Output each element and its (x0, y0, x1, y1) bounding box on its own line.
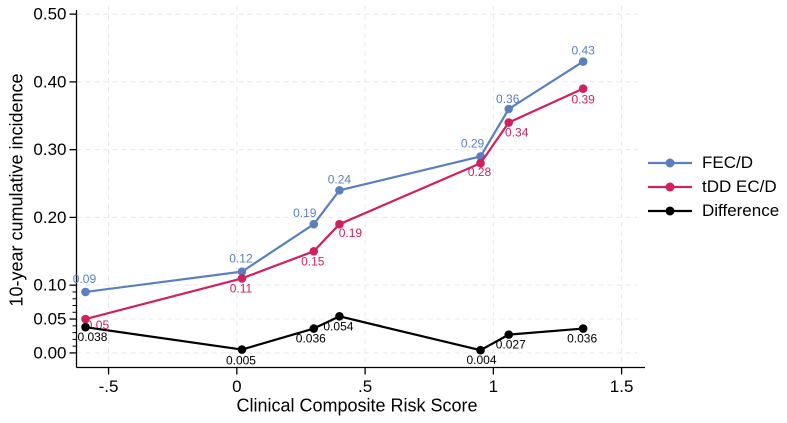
y-tick-label: 0.40 (33, 72, 66, 91)
data-point-fec-d (237, 267, 247, 276)
data-point-tdd-ec-d (476, 158, 485, 168)
x-tick-label: 0 (232, 377, 241, 396)
x-tick-label: 1 (489, 377, 498, 396)
point-label-fec-d: 0.43 (571, 44, 595, 58)
legend-item-difference: Difference (647, 199, 779, 223)
x-tick-label: .5 (358, 377, 372, 396)
point-label-difference: 0.005 (226, 354, 256, 368)
point-label-fec-d: 0.29 (461, 136, 485, 150)
point-label-fec-d: 0.19 (293, 206, 317, 220)
data-point-tdd-ec-d (309, 246, 319, 256)
point-label-tdd-ec-d: 0.28 (468, 165, 492, 179)
data-point-difference (504, 330, 514, 339)
point-label-tdd-ec-d: 0.11 (230, 281, 253, 295)
point-label-tdd-ec-d: 0.19 (339, 226, 363, 240)
data-point-fec-d (578, 57, 588, 66)
data-point-tdd-ec-d (81, 314, 90, 324)
data-point-tdd-ec-d (237, 274, 247, 283)
legend-label-difference: Difference (702, 201, 780, 220)
point-label-difference: 0.038 (77, 330, 107, 344)
y-axis-title: 10-year cumulative incidence (6, 73, 27, 307)
data-point-difference (237, 345, 247, 354)
legend: FEC/D tDD EC/D Difference (647, 151, 779, 223)
point-label-tdd-ec-d: 0.39 (571, 93, 595, 107)
point-label-difference: 0.036 (296, 332, 326, 346)
data-point-difference (81, 322, 90, 332)
point-label-fec-d: 0.12 (229, 252, 253, 266)
point-label-difference: 0.004 (467, 353, 497, 367)
point-label-fec-d: 0.09 (73, 272, 97, 286)
data-point-fec-d (335, 186, 344, 195)
legend-item-fec-d: FEC/D (647, 151, 779, 175)
data-point-difference (578, 324, 588, 333)
legend-item-tdd-ec-d: tDD EC/D (647, 175, 779, 199)
data-point-fec-d (309, 219, 319, 229)
data-point-difference (335, 312, 344, 321)
y-tick-label: 0.00 (33, 343, 66, 362)
legend-marker-line-dot-icon (648, 206, 692, 216)
legend-label-tdd-ec-d: tDD EC/D (702, 177, 777, 196)
point-label-difference: 0.054 (323, 319, 353, 333)
data-point-fec-d (81, 287, 90, 297)
data-point-tdd-ec-d (504, 118, 514, 127)
point-label-tdd-ec-d: 0.34 (505, 126, 529, 140)
data-point-fec-d (504, 104, 514, 114)
x-axis-title: Clinical Composite Risk Score (236, 395, 478, 416)
y-tick-label: 0.20 (33, 208, 66, 227)
legend-label-fec-d: FEC/D (702, 153, 753, 172)
y-tick-label: 0.10 (33, 276, 66, 295)
point-label-fec-d: 0.36 (496, 92, 520, 106)
x-tick-label: 1.5 (610, 377, 634, 396)
data-point-difference (309, 324, 319, 333)
point-label-fec-d: 0.24 (328, 172, 352, 186)
data-point-tdd-ec-d (578, 84, 588, 93)
point-label-tdd-ec-d: 0.15 (301, 254, 325, 268)
data-point-tdd-ec-d (335, 219, 344, 229)
y-tick-label: 0.30 (33, 140, 66, 159)
data-point-difference (476, 345, 485, 355)
legend-marker-line-dot-icon (648, 158, 692, 168)
legend-marker-line-dot-icon (648, 182, 692, 192)
point-label-difference: 0.027 (496, 338, 526, 352)
y-tick-label: 0.05 (33, 310, 66, 329)
point-label-difference: 0.036 (567, 332, 597, 346)
y-tick-label: 0.50 (33, 5, 66, 24)
x-tick-label: -.5 (99, 377, 119, 396)
